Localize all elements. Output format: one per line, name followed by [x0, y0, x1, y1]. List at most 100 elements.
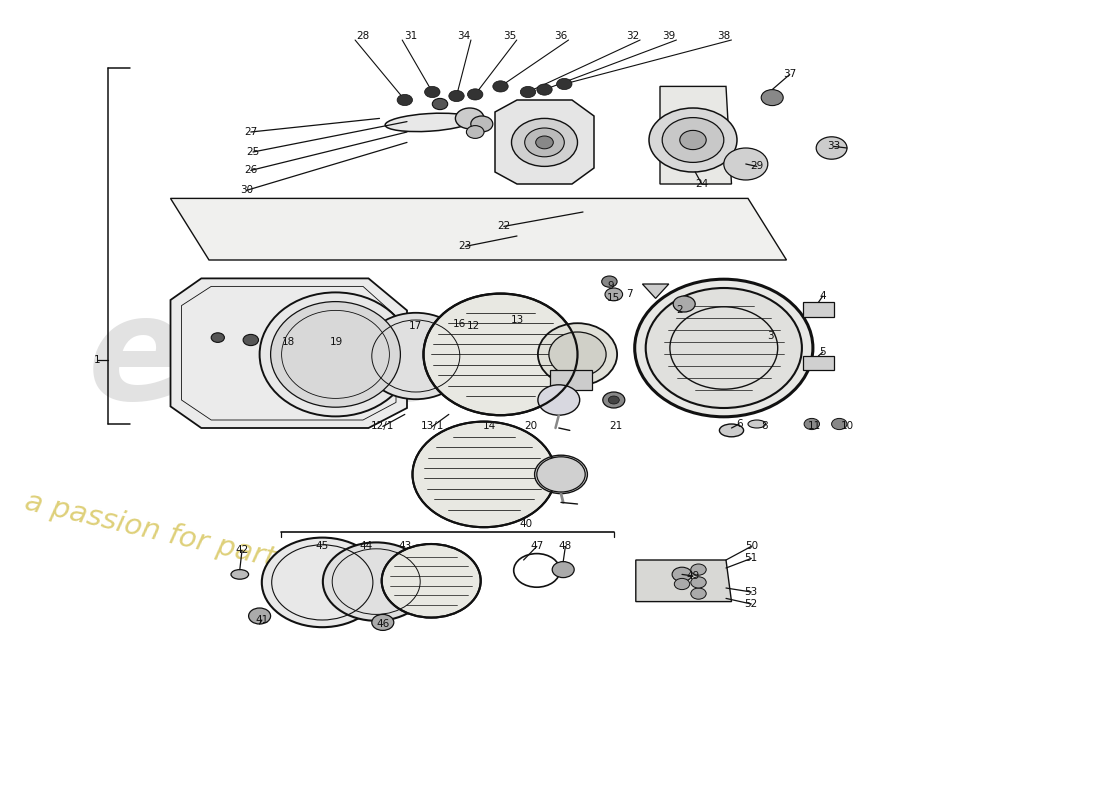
Circle shape	[449, 90, 464, 102]
Circle shape	[832, 418, 847, 430]
Circle shape	[372, 614, 394, 630]
Text: 16: 16	[453, 319, 466, 329]
Text: 10: 10	[840, 422, 854, 431]
Text: 52: 52	[745, 599, 758, 609]
Circle shape	[605, 288, 623, 301]
Ellipse shape	[646, 288, 802, 408]
Text: 5: 5	[820, 347, 826, 357]
Ellipse shape	[635, 279, 813, 417]
Polygon shape	[642, 284, 669, 298]
Text: 4: 4	[820, 291, 826, 301]
Circle shape	[557, 78, 572, 90]
Text: 13: 13	[510, 315, 524, 325]
Text: 45: 45	[316, 542, 329, 551]
Text: 46: 46	[376, 619, 389, 629]
Text: 50: 50	[745, 542, 758, 551]
Circle shape	[804, 418, 820, 430]
Ellipse shape	[231, 570, 249, 579]
Text: 2: 2	[676, 306, 683, 315]
Circle shape	[649, 108, 737, 172]
Circle shape	[816, 137, 847, 159]
Text: a passion for parts since 1985: a passion for parts since 1985	[22, 488, 456, 614]
Text: 36: 36	[554, 31, 568, 41]
Text: 38: 38	[717, 31, 730, 41]
Circle shape	[525, 128, 564, 157]
Circle shape	[455, 108, 484, 129]
Bar	[803, 356, 834, 370]
Circle shape	[673, 296, 695, 312]
Circle shape	[536, 136, 553, 149]
Circle shape	[249, 608, 271, 624]
Text: 15: 15	[607, 294, 620, 303]
Circle shape	[468, 89, 483, 100]
Ellipse shape	[538, 385, 580, 415]
Ellipse shape	[260, 293, 411, 416]
Circle shape	[691, 588, 706, 599]
Circle shape	[691, 577, 706, 588]
Text: 53: 53	[745, 587, 758, 597]
Text: 9: 9	[607, 282, 614, 291]
Ellipse shape	[412, 422, 556, 527]
Ellipse shape	[385, 114, 473, 131]
Text: 1: 1	[94, 355, 100, 365]
Text: 28: 28	[356, 31, 370, 41]
Circle shape	[552, 562, 574, 578]
Text: 12: 12	[466, 322, 480, 331]
Ellipse shape	[719, 424, 744, 437]
Ellipse shape	[748, 420, 766, 428]
Ellipse shape	[549, 332, 606, 377]
Ellipse shape	[362, 313, 470, 399]
Polygon shape	[170, 198, 786, 260]
Polygon shape	[495, 100, 594, 184]
Text: 32: 32	[626, 31, 639, 41]
Text: 7: 7	[626, 290, 632, 299]
Text: 14: 14	[483, 422, 496, 431]
Circle shape	[603, 392, 625, 408]
Bar	[803, 302, 834, 317]
Text: 47: 47	[530, 542, 543, 551]
Text: 33: 33	[827, 142, 840, 151]
Text: 41: 41	[255, 615, 268, 625]
Text: 48: 48	[559, 542, 572, 551]
Bar	[550, 370, 592, 390]
Circle shape	[243, 334, 258, 346]
Text: 42: 42	[235, 546, 249, 555]
Text: 35: 35	[503, 31, 516, 41]
Text: 34: 34	[458, 31, 471, 41]
Circle shape	[493, 81, 508, 92]
Circle shape	[537, 457, 585, 492]
Text: 37: 37	[783, 70, 796, 79]
Circle shape	[520, 86, 536, 98]
Text: 21: 21	[609, 422, 623, 431]
Ellipse shape	[262, 538, 383, 627]
Ellipse shape	[538, 323, 617, 386]
Text: 49: 49	[686, 571, 700, 581]
Circle shape	[471, 116, 493, 132]
Text: 29: 29	[750, 162, 763, 171]
Circle shape	[608, 396, 619, 404]
Text: 6: 6	[736, 419, 743, 429]
Text: 20: 20	[525, 422, 538, 431]
Circle shape	[674, 578, 690, 590]
Text: 43: 43	[398, 542, 411, 551]
Text: 17: 17	[409, 322, 422, 331]
Text: 11: 11	[807, 422, 821, 431]
Text: 44: 44	[360, 542, 373, 551]
Circle shape	[662, 118, 724, 162]
Polygon shape	[636, 560, 732, 602]
Circle shape	[397, 94, 412, 106]
Text: 19: 19	[330, 338, 343, 347]
Text: 13/1: 13/1	[420, 422, 444, 431]
Circle shape	[680, 130, 706, 150]
Circle shape	[425, 86, 440, 98]
Circle shape	[211, 333, 224, 342]
Ellipse shape	[323, 542, 430, 621]
Polygon shape	[170, 278, 407, 428]
Text: 31: 31	[404, 31, 417, 41]
Text: 25: 25	[246, 147, 260, 157]
Text: 51: 51	[745, 554, 758, 563]
Circle shape	[672, 567, 692, 582]
Circle shape	[761, 90, 783, 106]
Circle shape	[537, 84, 552, 95]
Text: 22: 22	[497, 222, 510, 231]
